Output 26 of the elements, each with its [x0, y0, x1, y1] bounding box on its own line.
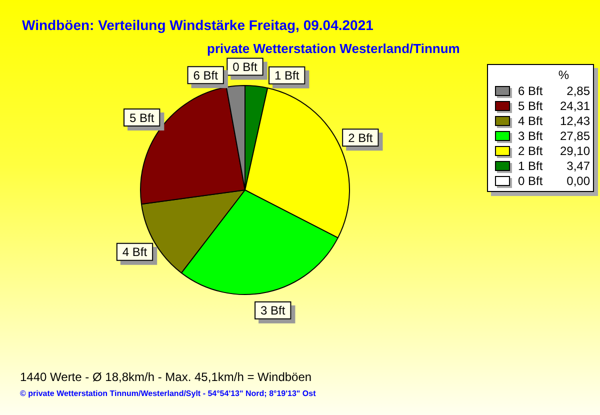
legend-title: % — [557, 68, 570, 83]
data-label: 12,43 — [558, 114, 590, 128]
slice-label: 3 Bft — [260, 304, 286, 318]
category-label: 0 Bft — [518, 174, 543, 188]
legend-label: 5 Bft — [518, 98, 544, 112]
legend-label: 6 Bft — [518, 84, 544, 98]
legend-label: 1 Bft — [518, 158, 544, 172]
chart-title: Windböen: Verteilung Windstärke Freitag, 09.04.2021 — [22, 17, 374, 33]
data-label: 27,85 — [558, 128, 590, 142]
legend-label: 2 Bft — [518, 144, 544, 158]
slice-label: 6 Bft — [193, 68, 219, 82]
slice-label: 5 Bft — [130, 110, 155, 125]
slice-label: 2 Bft — [348, 130, 374, 145]
slice-label: 1 Bft — [274, 68, 300, 83]
data-label: 24,31 — [558, 98, 590, 112]
legend-label: 0 Bft — [232, 60, 258, 74]
data-label: 3,47 — [566, 158, 590, 172]
legend-label: 4 Bft — [518, 114, 544, 128]
slice-label: 4 Bft — [122, 245, 148, 260]
text: 0,00 — [566, 174, 590, 188]
data-label: 29,10 — [558, 144, 590, 158]
data-label: 2,85 — [566, 84, 590, 98]
chart-subtitle: private Wetterstation Westerland/Tinnum — [207, 41, 460, 56]
legend-label: 3 Bft — [518, 128, 544, 142]
text: 1440 Werte - Ø 18,8km/h - Max. 45,1km/h = Windböen — [20, 370, 313, 384]
text: © private Wetterstation Tinnum/Westerland/Sylt - 54°54'13" Nord; 8°19'13" Ost — [20, 389, 316, 398]
